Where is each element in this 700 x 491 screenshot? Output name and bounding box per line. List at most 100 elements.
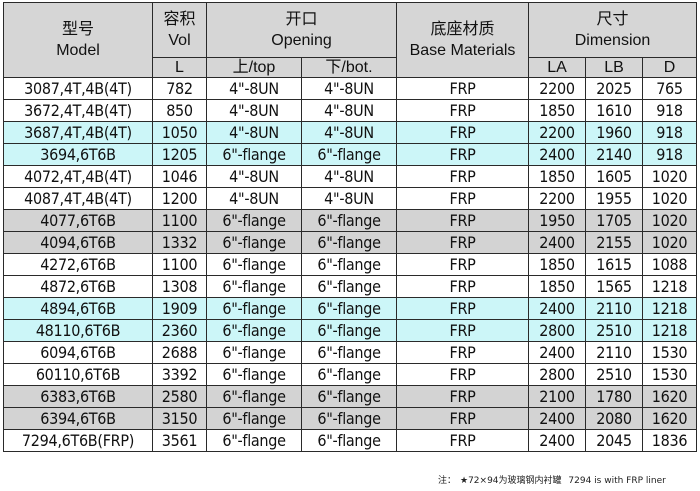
cell-la: 1850 [528,275,586,298]
cell-bot: 4"-8UN [301,165,397,188]
cell-top: 6"-flange [206,231,302,254]
table-row: 4087,4T,4B(4T) 1200 4"-8UN 4"-8UN FRP 2200 195… [3,187,697,210]
cell-base: FRP [396,121,529,144]
cell-la: 1950 [528,209,586,232]
cell-base: FRP [396,165,529,188]
cell-lb: 2045 [585,429,643,452]
header-dimension-en: Dimension [574,32,651,49]
cell-vol: 1205 [152,143,207,166]
cell-la: 2800 [528,363,586,386]
table-row: 4894,6T6B 1909 6"-flange 6"-flange FRP 2400 21… [3,297,697,320]
cell-model: 3672,4T,4B(4T) [3,99,153,122]
cell-lb: 1780 [585,385,643,408]
table-row: 4272,6T6B 1100 6"-flange 6"-flange FRP 1850 16… [3,253,697,276]
cell-d: 1620 [642,385,697,408]
cell-d: 918 [642,121,697,144]
cell-la: 2800 [528,319,586,342]
cell-vol: 850 [152,99,207,122]
cell-lb: 1615 [585,253,643,276]
cell-vol: 1046 [152,165,207,188]
cell-lb: 1610 [585,99,643,122]
header-row-main: 型号 Model 容积 Vol 开口 Opening 底座材质 Base Mat… [3,2,697,78]
cell-d: 1530 [642,363,697,386]
footnote-cn: ★72×94为玻璃钢内衬罐 [460,476,562,486]
cell-lb: 2510 [585,363,643,386]
cell-top: 4"-8UN [206,77,302,100]
header-model-cn: 型号 [61,21,94,38]
cell-vol: 3561 [152,429,207,452]
cell-la: 2400 [528,429,586,452]
cell-d: 1218 [642,319,697,342]
cell-lb: 2110 [585,341,643,364]
table-row: 6394,6T6B 3150 6"-flange 6"-flange FRP 2400 20… [3,407,697,430]
header-dimension: 尺寸 Dimension [528,2,697,58]
cell-vol: 1332 [152,231,207,254]
cell-base: FRP [396,407,529,430]
cell-la: 1850 [528,165,586,188]
cell-lb: 2155 [585,231,643,254]
cell-lb: 1955 [585,187,643,210]
header-vol-en: Vol [168,32,191,49]
cell-vol: 2580 [152,385,207,408]
cell-base: FRP [396,99,529,122]
cell-d: 1020 [642,231,697,254]
cell-lb: 2080 [585,407,643,430]
cell-base: FRP [396,385,529,408]
cell-top: 6"-flange [206,319,302,342]
table-row: 7294,6T6B(FRP) 3561 6"-flange 6"-flange FRP 2… [3,429,697,452]
header-lb: LB [585,57,643,78]
cell-la: 1850 [528,99,586,122]
cell-d: 1836 [642,429,697,452]
cell-top: 6"-flange [206,363,302,386]
table-row: 3694,6T6B 1205 6"-flange 6"-flange FRP 2400 21… [3,143,697,166]
cell-vol: 2360 [152,319,207,342]
table-row: 4094,6T6B 1332 6"-flange 6"-flange FRP 2400 21… [3,231,697,254]
cell-top: 6"-flange [206,143,302,166]
cell-d: 1218 [642,297,697,320]
cell-vol: 1308 [152,275,207,298]
cell-bot: 6"-flange [301,407,397,430]
header-model-en: Model [56,42,100,59]
table-row: 48110,6T6B 2360 6"-flange 6"-flange FRP 2800 2… [3,319,697,342]
table-row: 3087,4T,4B(4T) 782 4"-8UN 4"-8UN FRP 2200 2025… [3,77,697,100]
cell-d: 1218 [642,275,697,298]
cell-lb: 1565 [585,275,643,298]
cell-lb: 1705 [585,209,643,232]
footnote: 注： ★72×94为玻璃钢内衬罐 7294 is with FRP liner [438,473,670,486]
cell-la: 2200 [528,121,586,144]
header-vol: 容积 Vol [152,2,207,58]
cell-vol: 1909 [152,297,207,320]
cell-vol: 3150 [152,407,207,430]
cell-d: 1020 [642,187,697,210]
cell-la: 2400 [528,341,586,364]
cell-bot: 6"-flange [301,231,397,254]
cell-base: FRP [396,143,529,166]
cell-la: 2100 [528,385,586,408]
table-body: 3087,4T,4B(4T) 782 4"-8UN 4"-8UN FRP 2200 2025… [3,77,697,452]
cell-top: 6"-flange [206,275,302,298]
table-row: 4872,6T6B 1308 6"-flange 6"-flange FRP 1850 15… [3,275,697,298]
table-row: 3672,4T,4B(4T) 850 4"-8UN 4"-8UN FRP 1850 1610… [3,99,697,122]
cell-lb: 1605 [585,165,643,188]
cell-model: 4087,4T,4B(4T) [3,187,153,210]
cell-base: FRP [396,341,529,364]
cell-model: 4272,6T6B [3,253,153,276]
cell-base: FRP [396,231,529,254]
header-opening: 开口 Opening [206,2,397,58]
cell-lb: 2140 [585,143,643,166]
cell-lb: 2025 [585,77,643,100]
cell-model: 3087,4T,4B(4T) [3,77,153,100]
cell-base: FRP [396,297,529,320]
cell-la: 2400 [528,407,586,430]
cell-la: 2400 [528,143,586,166]
cell-top: 6"-flange [206,385,302,408]
cell-model: 7294,6T6B(FRP) [3,429,153,452]
cell-vol: 1200 [152,187,207,210]
cell-model: 4094,6T6B [3,231,153,254]
header-base-cn: 底座材质 [430,21,495,38]
cell-bot: 4"-8UN [301,77,397,100]
cell-model: 4077,6T6B [3,209,153,232]
cell-bot: 6"-flange [301,341,397,364]
cell-base: FRP [396,275,529,298]
cell-bot: 6"-flange [301,385,397,408]
